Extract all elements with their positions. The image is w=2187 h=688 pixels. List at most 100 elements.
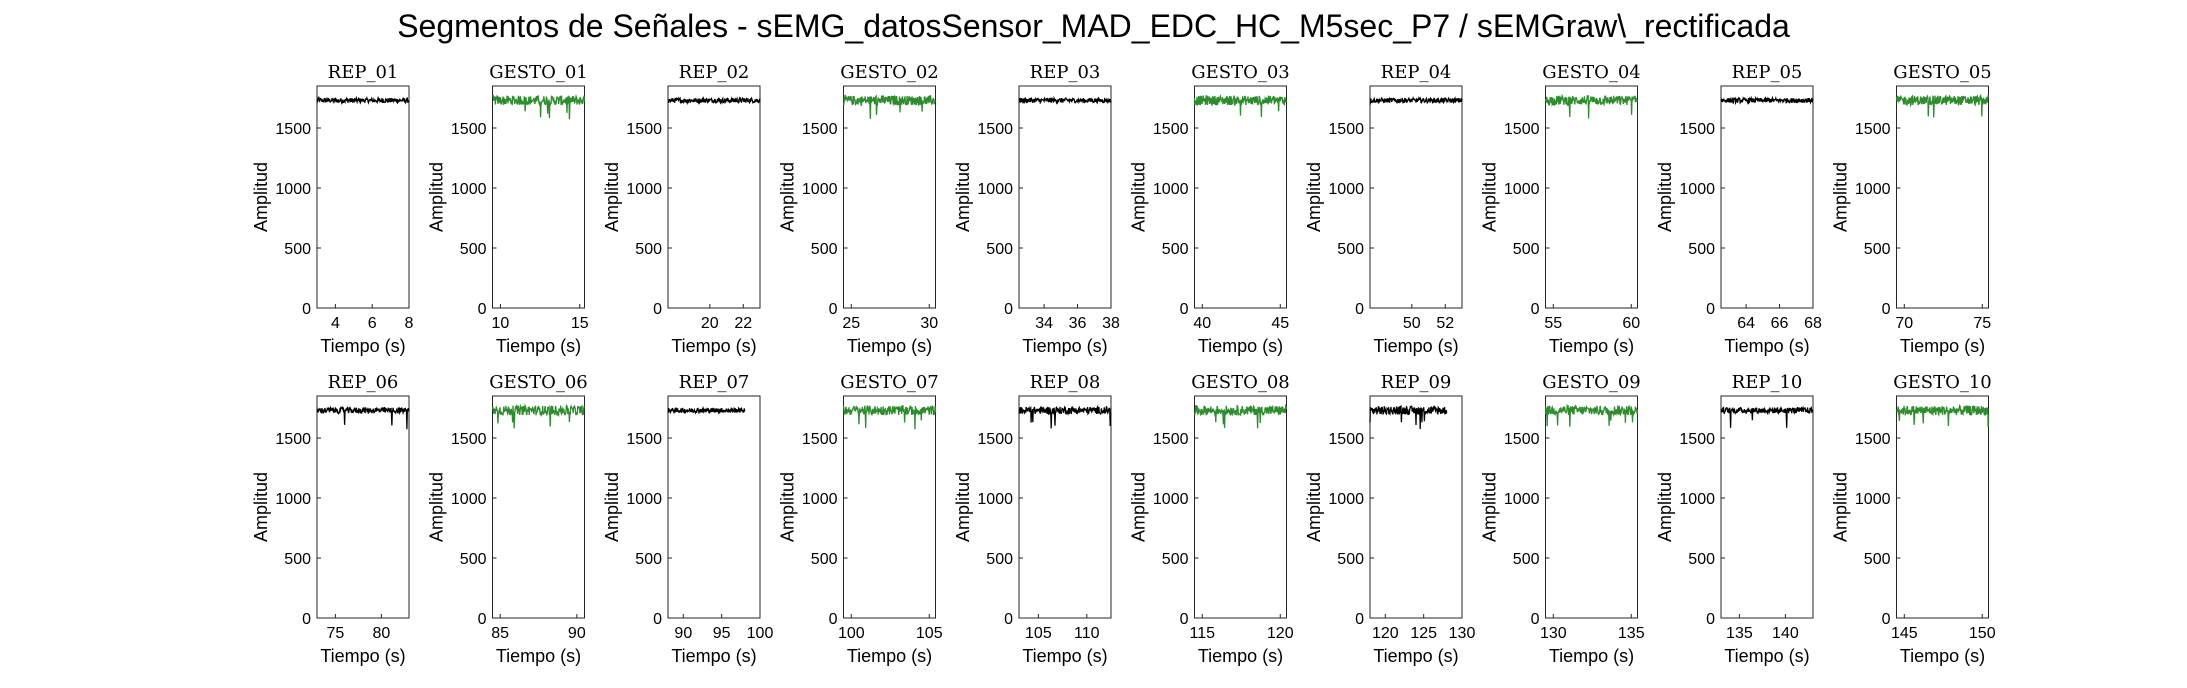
y-tick-label: 500	[986, 551, 1013, 568]
subplot-title: REP_07	[679, 372, 750, 393]
y-tick-label: 1500	[802, 121, 838, 138]
x-axis-label: Tiempo (s)	[847, 646, 932, 666]
y-tick-label: 0	[478, 611, 487, 628]
x-axis-label: Tiempo (s)	[1549, 336, 1634, 356]
x-tick-label: 105	[916, 625, 943, 642]
x-axis-label: Tiempo (s)	[320, 646, 405, 666]
axes-box	[1720, 395, 1814, 619]
y-tick-label: 1500	[1855, 431, 1891, 448]
y-tick-label: 500	[811, 241, 838, 258]
y-tick-label: 1000	[802, 491, 838, 508]
y-tick-label: 0	[1180, 301, 1189, 318]
y-tick-label: 1500	[626, 431, 662, 448]
x-axis-label: Tiempo (s)	[1549, 646, 1634, 666]
signal-line	[1720, 405, 1814, 428]
x-tick-label: 90	[568, 625, 586, 642]
x-tick-label: 40	[1193, 315, 1211, 332]
y-tick-label: 1500	[1328, 431, 1364, 448]
subplot-rep-05: 0 500 1000 1500 64 66 68 REP_05 Tiempo (s) Amplit…	[1655, 62, 1822, 356]
y-tick-label: 1000	[626, 491, 662, 508]
y-tick-label: 0	[1882, 611, 1891, 628]
subplot-title: GESTO_03	[1191, 62, 1290, 83]
subplot-title: REP_02	[679, 62, 750, 83]
y-tick-label: 500	[1688, 241, 1715, 258]
subplot-title: REP_03	[1030, 62, 1101, 83]
y-tick-label: 1000	[451, 491, 487, 508]
y-tick-label: 0	[478, 301, 487, 318]
x-axis-label: Tiempo (s)	[1198, 646, 1283, 666]
y-tick-label: 1500	[451, 431, 487, 448]
y-tick-label: 1500	[1855, 121, 1891, 138]
y-tick-label: 1500	[1679, 121, 1715, 138]
x-tick-label: 8	[405, 315, 414, 332]
signal-line	[842, 94, 936, 119]
y-tick-label: 1500	[1504, 431, 1540, 448]
signal-line	[668, 95, 761, 106]
subplot-title: GESTO_01	[489, 62, 588, 83]
subplot-gesto-07: 0 500 1000 1500 100 105 GESTO_07 Tiempo (s) Ampl…	[778, 372, 943, 666]
y-tick-label: 1000	[802, 181, 838, 198]
x-axis-label: Tiempo (s)	[847, 336, 932, 356]
subplot-title: GESTO_04	[1542, 62, 1641, 83]
subplot-rep-01: 0 500 1000 1500 4 6 8 REP_01 Tiempo (s) Amplitud	[251, 62, 414, 356]
y-tick-label: 500	[284, 241, 311, 258]
x-tick-label: 20	[701, 315, 719, 332]
x-tick-label: 4	[331, 315, 340, 332]
x-axis-label: Tiempo (s)	[671, 646, 756, 666]
subplot-title: REP_10	[1732, 372, 1803, 393]
y-tick-label: 500	[460, 241, 487, 258]
x-tick-label: 22	[734, 315, 752, 332]
x-tick-label: 52	[1436, 315, 1454, 332]
signal-line	[1193, 403, 1288, 429]
x-axis-label: Tiempo (s)	[1724, 646, 1809, 666]
y-tick-label: 1500	[977, 121, 1013, 138]
y-axis-label: Amplitud	[1480, 472, 1500, 542]
y-tick-label: 500	[1162, 551, 1189, 568]
y-tick-label: 500	[1162, 241, 1189, 258]
y-tick-label: 1000	[1855, 491, 1891, 508]
y-tick-label: 500	[460, 551, 487, 568]
subplot-title: REP_04	[1381, 62, 1452, 83]
x-tick-label: 6	[368, 315, 377, 332]
x-tick-label: 135	[1618, 625, 1645, 642]
y-tick-label: 0	[302, 301, 311, 318]
y-tick-label: 1000	[1855, 181, 1891, 198]
y-axis-label: Amplitud	[251, 472, 271, 542]
x-axis-label: Tiempo (s)	[496, 336, 581, 356]
y-tick-label: 0	[1531, 301, 1540, 318]
y-tick-label: 0	[829, 611, 838, 628]
x-axis-label: Tiempo (s)	[1022, 336, 1107, 356]
subplot-title: REP_09	[1381, 372, 1452, 393]
x-tick-label: 30	[920, 315, 938, 332]
y-tick-label: 0	[1355, 301, 1364, 318]
axes-box	[316, 395, 410, 619]
y-tick-label: 0	[829, 301, 838, 318]
signal-line	[1369, 95, 1463, 105]
x-tick-label: 140	[1772, 625, 1799, 642]
axes-box	[1896, 395, 1989, 619]
y-tick-label: 0	[1180, 611, 1189, 628]
y-tick-label: 0	[1004, 301, 1013, 318]
signal-line	[1193, 94, 1287, 117]
axes-box	[1545, 85, 1638, 309]
y-tick-label: 1000	[1504, 491, 1540, 508]
y-tick-label: 1000	[1679, 491, 1715, 508]
x-tick-label: 55	[1544, 315, 1562, 332]
y-tick-label: 1000	[1153, 181, 1189, 198]
subplot-gesto-01: 0 500 1000 1500 10 15 GESTO_01 Tiempo (s) Amplit…	[427, 62, 589, 356]
x-axis-label: Tiempo (s)	[496, 646, 581, 666]
x-tick-label: 75	[327, 625, 345, 642]
axes-box	[667, 85, 761, 309]
y-axis-label: Amplitud	[1655, 472, 1675, 542]
x-axis-label: Tiempo (s)	[1198, 336, 1283, 356]
signal-line	[491, 93, 586, 120]
y-axis-label: Amplitud	[953, 162, 973, 232]
y-axis-label: Amplitud	[1831, 472, 1851, 542]
axes-box	[492, 85, 585, 309]
axes-box	[1369, 85, 1463, 309]
x-tick-label: 120	[1372, 625, 1399, 642]
y-tick-label: 1500	[1679, 431, 1715, 448]
axes-box	[1018, 395, 1112, 619]
y-tick-label: 1500	[802, 431, 838, 448]
x-axis-label: Tiempo (s)	[1373, 646, 1458, 666]
